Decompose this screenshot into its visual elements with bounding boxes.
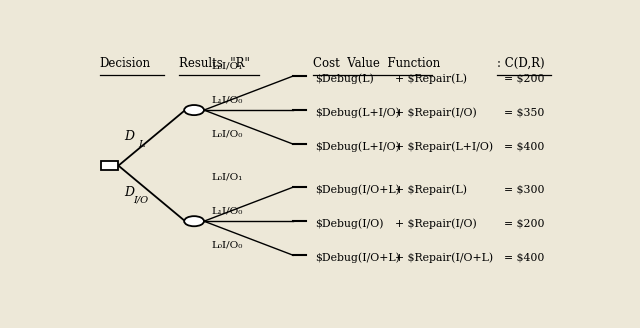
Text: $Debug(L+I/O): $Debug(L+I/O) — [316, 107, 401, 118]
Text: I/O: I/O — [134, 195, 148, 204]
Text: L₁I/O₀: L₁I/O₀ — [211, 207, 243, 215]
Bar — [101, 161, 118, 170]
Circle shape — [184, 216, 204, 226]
Text: L₀I/O₀: L₀I/O₀ — [211, 130, 243, 139]
Text: = $350: = $350 — [504, 108, 545, 118]
Text: L₀I/O₁: L₀I/O₁ — [211, 173, 243, 182]
Text: L₁I/O₀: L₁I/O₀ — [211, 95, 243, 105]
Circle shape — [184, 105, 204, 115]
Text: + $Repair(L): + $Repair(L) — [395, 73, 467, 84]
Text: D: D — [125, 186, 134, 199]
Text: + $Repair(I/O): + $Repair(I/O) — [395, 107, 477, 118]
Text: = $400: = $400 — [504, 142, 545, 152]
Text: D: D — [125, 130, 134, 143]
Text: Results  "R": Results "R" — [179, 57, 250, 70]
Text: + $Repair(I/O): + $Repair(I/O) — [395, 218, 477, 229]
Text: L₀I/O₀: L₀I/O₀ — [211, 241, 243, 250]
Text: = $200: = $200 — [504, 73, 545, 84]
Text: + $Repair(I/O+L): + $Repair(I/O+L) — [395, 253, 493, 263]
Text: = $400: = $400 — [504, 253, 545, 263]
Text: $Debug(I/O+L): $Debug(I/O+L) — [316, 184, 401, 195]
Text: + $Repair(L): + $Repair(L) — [395, 184, 467, 195]
Text: L₀I/O₁: L₀I/O₁ — [211, 61, 243, 71]
Text: L: L — [138, 140, 144, 149]
Text: Cost  Value  Function: Cost Value Function — [313, 57, 440, 70]
Text: $Debug(L+I/O): $Debug(L+I/O) — [316, 141, 401, 152]
Text: $Debug(I/O+L): $Debug(I/O+L) — [316, 253, 401, 263]
Text: $Debug(L): $Debug(L) — [316, 73, 374, 84]
Text: = $300: = $300 — [504, 185, 545, 195]
Text: + $Repair(L+I/O): + $Repair(L+I/O) — [395, 141, 493, 152]
Text: $Debug(I/O): $Debug(I/O) — [316, 218, 384, 229]
Text: = $200: = $200 — [504, 219, 545, 229]
Text: Decision: Decision — [100, 57, 151, 70]
Text: : C(D,R): : C(D,R) — [497, 57, 544, 70]
